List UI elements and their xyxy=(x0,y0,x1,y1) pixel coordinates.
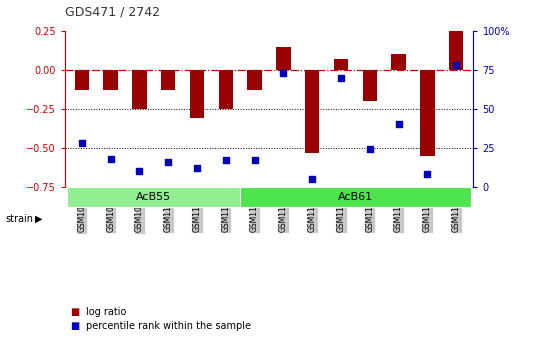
Point xyxy=(193,165,201,171)
Bar xyxy=(240,187,471,207)
Point xyxy=(452,62,461,68)
Bar xyxy=(190,70,204,118)
Bar xyxy=(103,70,118,90)
Bar xyxy=(67,187,240,207)
Point xyxy=(279,70,288,76)
Point xyxy=(308,176,316,182)
Bar xyxy=(75,70,89,90)
Bar xyxy=(334,59,348,70)
Bar xyxy=(420,70,435,156)
Point xyxy=(222,158,230,163)
Text: AcB55: AcB55 xyxy=(136,192,172,202)
Bar xyxy=(449,31,463,70)
Text: AcB61: AcB61 xyxy=(338,192,373,202)
Bar xyxy=(161,70,175,90)
Bar xyxy=(276,47,291,70)
Point xyxy=(164,159,173,165)
Bar xyxy=(218,70,233,109)
Text: ▶: ▶ xyxy=(35,214,43,224)
Point xyxy=(135,168,144,174)
Text: log ratio: log ratio xyxy=(86,307,126,317)
Bar xyxy=(391,55,406,70)
Bar xyxy=(132,70,147,109)
Bar xyxy=(247,70,262,90)
Bar xyxy=(305,70,320,152)
Text: GDS471 / 2742: GDS471 / 2742 xyxy=(65,6,160,19)
Point xyxy=(423,171,431,177)
Text: ■: ■ xyxy=(70,321,79,331)
Point xyxy=(250,158,259,163)
Point xyxy=(107,156,115,161)
Point xyxy=(394,122,403,127)
Point xyxy=(365,147,374,152)
Text: percentile rank within the sample: percentile rank within the sample xyxy=(86,321,251,331)
Point xyxy=(77,140,86,146)
Point xyxy=(337,75,345,80)
Text: ■: ■ xyxy=(70,307,79,317)
Text: strain: strain xyxy=(5,214,33,224)
Bar xyxy=(363,70,377,101)
